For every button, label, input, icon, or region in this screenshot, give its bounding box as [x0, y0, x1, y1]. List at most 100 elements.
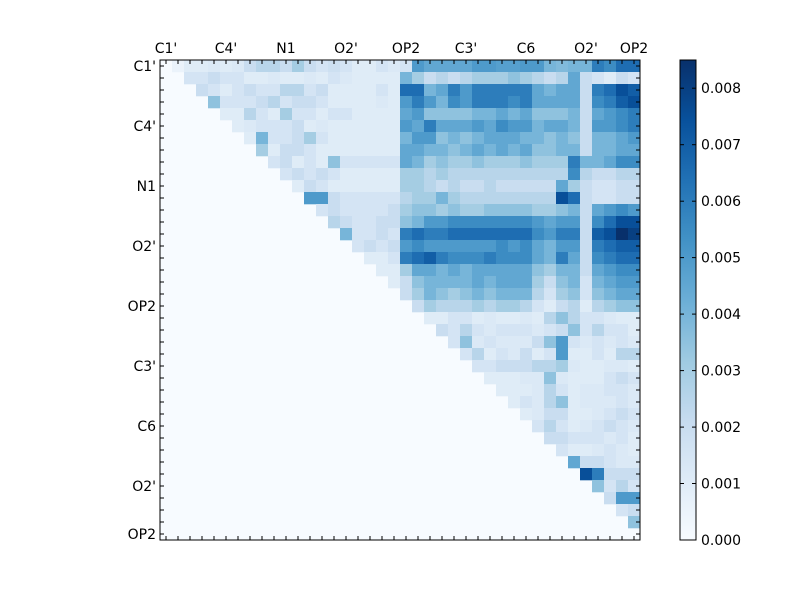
heatmap-cells	[160, 60, 641, 540]
heatmap-cell	[592, 168, 605, 181]
heatmap-cell	[580, 372, 593, 385]
heatmap-cell	[616, 312, 629, 325]
heatmap-cell	[568, 252, 581, 265]
heatmap-cell	[436, 216, 449, 229]
heatmap-cell	[580, 72, 593, 85]
colorbar-tick-label: 0.008	[701, 81, 741, 97]
heatmap-cell	[544, 408, 557, 421]
heatmap-cell	[604, 144, 617, 157]
heatmap-cell	[592, 192, 605, 205]
heatmap-cell	[376, 84, 389, 97]
heatmap-cell	[220, 108, 233, 121]
heatmap-cell	[460, 72, 473, 85]
heatmap-cell	[364, 252, 377, 265]
heatmap-cell	[472, 168, 485, 181]
colorbar-tick-label: 0.004	[701, 307, 741, 323]
heatmap-cell	[412, 108, 425, 121]
heatmap-cell	[364, 132, 377, 145]
heatmap-cell	[484, 168, 497, 181]
heatmap-cell	[628, 276, 641, 289]
heatmap-cell	[604, 120, 617, 133]
heatmap-cell	[436, 324, 449, 337]
heatmap-cell	[292, 156, 305, 169]
heatmap-cell	[340, 180, 353, 193]
heatmap-cell	[460, 120, 473, 133]
heatmap-cell	[268, 156, 281, 169]
heatmap-cell	[256, 120, 269, 133]
heatmap-cell	[328, 120, 341, 133]
heatmap-cell	[436, 264, 449, 277]
heatmap-cell	[460, 300, 473, 313]
heatmap-cell	[592, 300, 605, 313]
heatmap-cell	[568, 156, 581, 169]
heatmap-cell	[460, 252, 473, 265]
heatmap-cell	[592, 444, 605, 457]
heatmap-cell	[412, 180, 425, 193]
heatmap-cell	[580, 180, 593, 193]
heatmap-cell	[388, 276, 401, 289]
heatmap-cell	[580, 468, 593, 481]
heatmap-cell	[436, 60, 449, 73]
heatmap-cell	[484, 120, 497, 133]
heatmap-cell	[604, 252, 617, 265]
heatmap-cell	[448, 120, 461, 133]
heatmap-cell	[520, 300, 533, 313]
heatmap-cell	[496, 108, 509, 121]
heatmap-cell	[520, 372, 533, 385]
heatmap-cell	[472, 96, 485, 109]
heatmap-cell	[604, 492, 617, 505]
heatmap-cell	[520, 120, 533, 133]
heatmap-cell	[436, 132, 449, 145]
heatmap-cell	[352, 144, 365, 157]
heatmap-cell	[388, 156, 401, 169]
heatmap-cell	[448, 300, 461, 313]
heatmap-cell	[340, 120, 353, 133]
x-tick-label: C1'	[155, 41, 178, 57]
heatmap-cell	[316, 84, 329, 97]
heatmap-cell	[592, 480, 605, 493]
heatmap-cell	[544, 96, 557, 109]
heatmap-cell	[196, 84, 209, 97]
heatmap-cell	[352, 180, 365, 193]
heatmap-cell	[436, 204, 449, 217]
heatmap-cell	[580, 132, 593, 145]
heatmap-cell	[556, 348, 569, 361]
heatmap-cell	[484, 336, 497, 349]
heatmap-cell	[496, 72, 509, 85]
heatmap-cell	[508, 252, 521, 265]
heatmap-cell	[280, 120, 293, 133]
heatmap-cell	[244, 84, 257, 97]
heatmap-cell	[208, 60, 221, 73]
heatmap-cell	[376, 204, 389, 217]
heatmap-cell	[580, 96, 593, 109]
heatmap-cell	[352, 96, 365, 109]
heatmap-cell	[364, 168, 377, 181]
heatmap-cell	[460, 336, 473, 349]
heatmap-cell	[460, 228, 473, 241]
heatmap-cell	[592, 264, 605, 277]
heatmap-cell	[472, 72, 485, 85]
heatmap-cell	[628, 324, 641, 337]
heatmap-cell	[616, 288, 629, 301]
heatmap-cell	[388, 264, 401, 277]
heatmap-cell	[544, 252, 557, 265]
heatmap-cell	[376, 132, 389, 145]
heatmap-cell	[484, 72, 497, 85]
heatmap-cell	[592, 420, 605, 433]
heatmap-cell	[532, 228, 545, 241]
heatmap-cell	[568, 360, 581, 373]
heatmap-cell	[616, 336, 629, 349]
heatmap-cell	[280, 156, 293, 169]
heatmap-cell	[256, 72, 269, 85]
heatmap-cell	[316, 168, 329, 181]
heatmap-cell	[400, 132, 413, 145]
heatmap-cell	[316, 192, 329, 205]
heatmap-cell	[448, 336, 461, 349]
heatmap-cell	[232, 120, 245, 133]
heatmap-cell	[328, 216, 341, 229]
heatmap-cell	[556, 288, 569, 301]
heatmap-cell	[532, 324, 545, 337]
heatmap-cell	[604, 420, 617, 433]
heatmap-cell	[340, 72, 353, 85]
heatmap-cell	[544, 216, 557, 229]
